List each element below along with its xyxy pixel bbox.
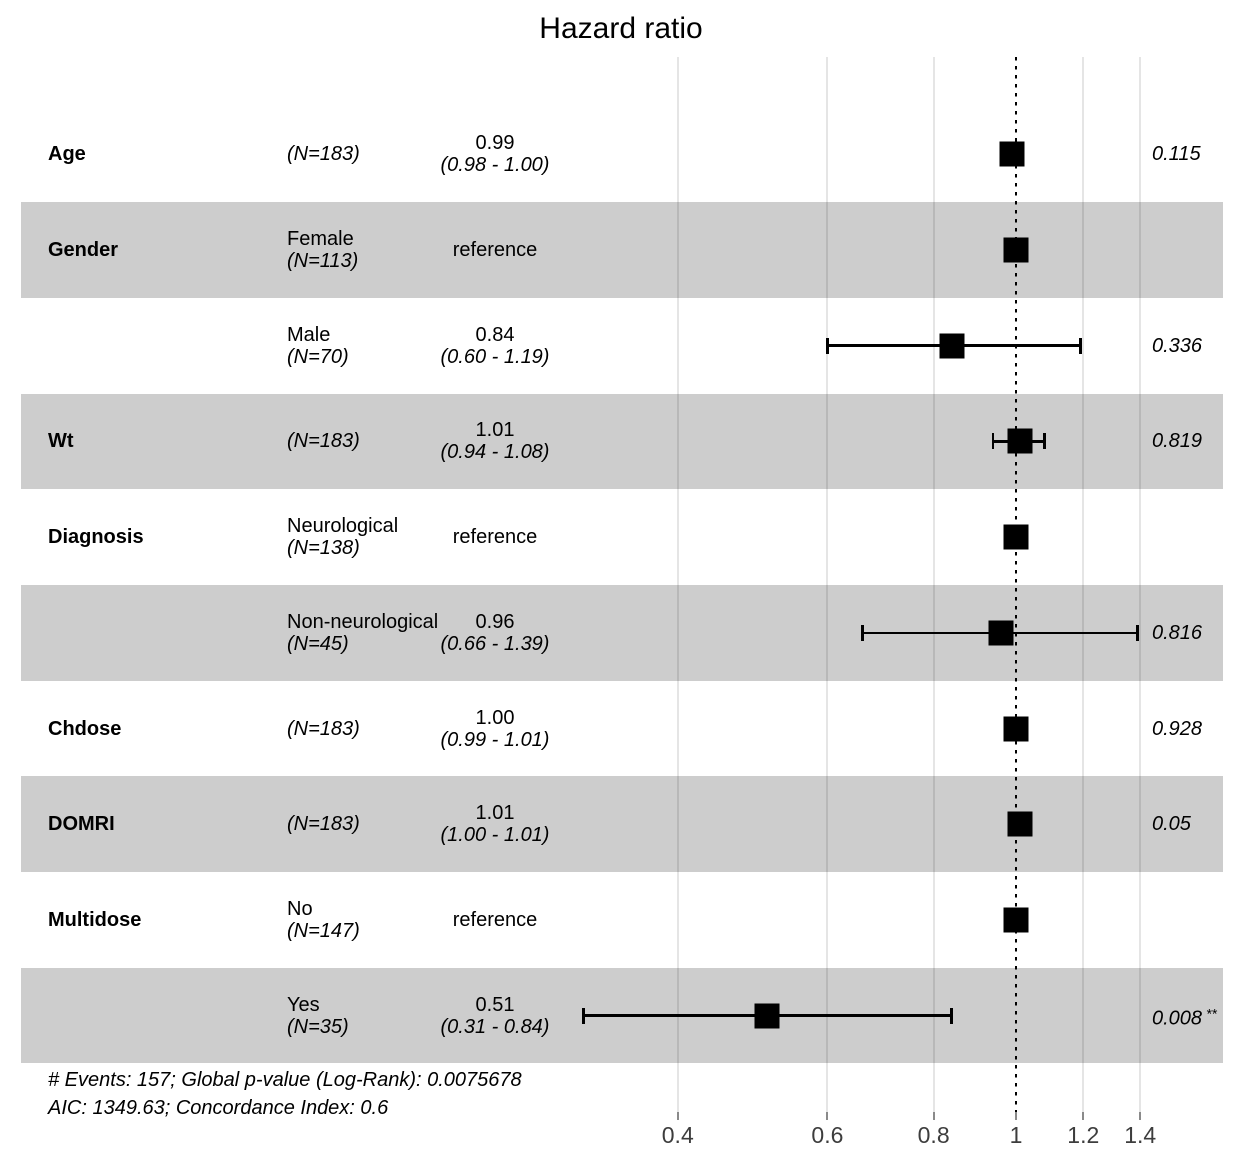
row-variable-label: Multidose xyxy=(48,908,142,931)
axis-tick xyxy=(826,1112,829,1120)
forest-marker xyxy=(1003,907,1029,933)
ci-cap-right xyxy=(1078,337,1082,354)
ci-cap-left xyxy=(826,337,829,354)
row-level-label: Non-neurological (N=45) xyxy=(287,610,439,655)
row-stripe xyxy=(21,776,1223,873)
row-level-label: (N=183) xyxy=(287,813,360,836)
axis-tick-label: 0.6 xyxy=(811,1122,844,1148)
grid-line xyxy=(932,57,935,1112)
row-estimate: 1.01 (0.94 - 1.08) xyxy=(440,419,550,464)
row-level-label: Yes (N=35) xyxy=(287,993,349,1038)
ci-cap-left xyxy=(861,624,864,641)
ci-cap-left xyxy=(991,433,995,450)
row-level-label: (N=183) xyxy=(287,717,360,740)
row-variable-label: Chdose xyxy=(48,717,122,740)
pvalue-label: 0.816 xyxy=(1152,621,1203,644)
pvalue-label: 0.008 ** xyxy=(1152,1005,1217,1030)
row-estimate: reference xyxy=(452,526,538,549)
row-level-label: Female (N=113) xyxy=(287,228,359,273)
row-level-label: Neurological (N=138) xyxy=(287,515,399,560)
axis-tick-label: 1.2 xyxy=(1067,1122,1100,1148)
row-estimate: 0.96 (0.66 - 1.39) xyxy=(440,610,550,655)
axis-tick xyxy=(932,1112,935,1120)
grid-line xyxy=(1139,57,1142,1112)
footnote-line-2: AIC: 1349.63; Concordance Index: 0.6 xyxy=(48,1097,389,1119)
forest-marker xyxy=(1003,716,1029,742)
axis-tick-label: 0.4 xyxy=(661,1122,694,1148)
significance-stars: ** xyxy=(1202,1005,1217,1022)
row-level-label: (N=183) xyxy=(287,430,360,453)
row-variable-label: Gender xyxy=(48,239,119,262)
axis-tick-label: 1 xyxy=(1009,1122,1023,1148)
plot-title: Hazard ratio xyxy=(539,12,703,45)
pvalue-label: 0.115 xyxy=(1152,143,1201,166)
footnote-line-1: # Events: 157; Global p-value (Log-Rank)… xyxy=(48,1069,522,1091)
reference-line xyxy=(1014,57,1018,1112)
axis-tick xyxy=(676,1112,679,1120)
axis-tick xyxy=(1139,1112,1142,1120)
ci-cap-right xyxy=(1136,624,1139,641)
row-estimate: 0.84 (0.60 - 1.19) xyxy=(440,323,550,368)
forest-marker xyxy=(1003,237,1029,263)
ci-cap-right xyxy=(1043,433,1046,450)
pvalue-label: 0.819 xyxy=(1152,430,1203,453)
pvalue-label: 0.928 xyxy=(1152,717,1203,740)
row-level-label: No (N=147) xyxy=(287,897,360,942)
row-estimate: reference xyxy=(452,239,538,262)
forest-marker xyxy=(754,1003,780,1029)
forest-marker xyxy=(988,620,1014,646)
forest-marker xyxy=(1007,811,1033,837)
row-level-label: Male (N=70) xyxy=(287,323,349,368)
axis-tick xyxy=(1082,1112,1085,1120)
row-variable-label: Wt xyxy=(48,430,74,453)
grid-line xyxy=(676,57,679,1112)
grid-line xyxy=(826,57,829,1112)
forest-marker xyxy=(1007,428,1033,454)
ci-cap-left xyxy=(582,1007,585,1024)
row-estimate: reference xyxy=(452,908,538,931)
forest-marker xyxy=(999,141,1025,167)
axis-tick-label: 1.4 xyxy=(1124,1122,1157,1148)
row-variable-label: Diagnosis xyxy=(48,526,144,549)
forest-marker xyxy=(1003,524,1029,550)
grid-line xyxy=(1082,57,1085,1112)
axis-tick xyxy=(1015,1112,1017,1120)
forest-marker xyxy=(939,333,965,359)
row-estimate: 1.01 (1.00 - 1.01) xyxy=(440,802,550,847)
row-stripe xyxy=(21,202,1223,298)
row-variable-label: Age xyxy=(48,143,86,166)
row-estimate: 0.99 (0.98 - 1.00) xyxy=(440,132,550,177)
ci-cap-right xyxy=(950,1007,953,1024)
axis-tick-label: 0.8 xyxy=(917,1122,950,1148)
pvalue-label: 0.336 xyxy=(1152,334,1203,357)
row-estimate: 1.00 (0.99 - 1.01) xyxy=(440,706,550,751)
pvalue-label: 0.05 xyxy=(1152,813,1191,836)
row-level-label: (N=183) xyxy=(287,143,360,166)
row-variable-label: DOMRI xyxy=(48,813,115,836)
row-estimate: 0.51 (0.31 - 0.84) xyxy=(440,993,550,1038)
